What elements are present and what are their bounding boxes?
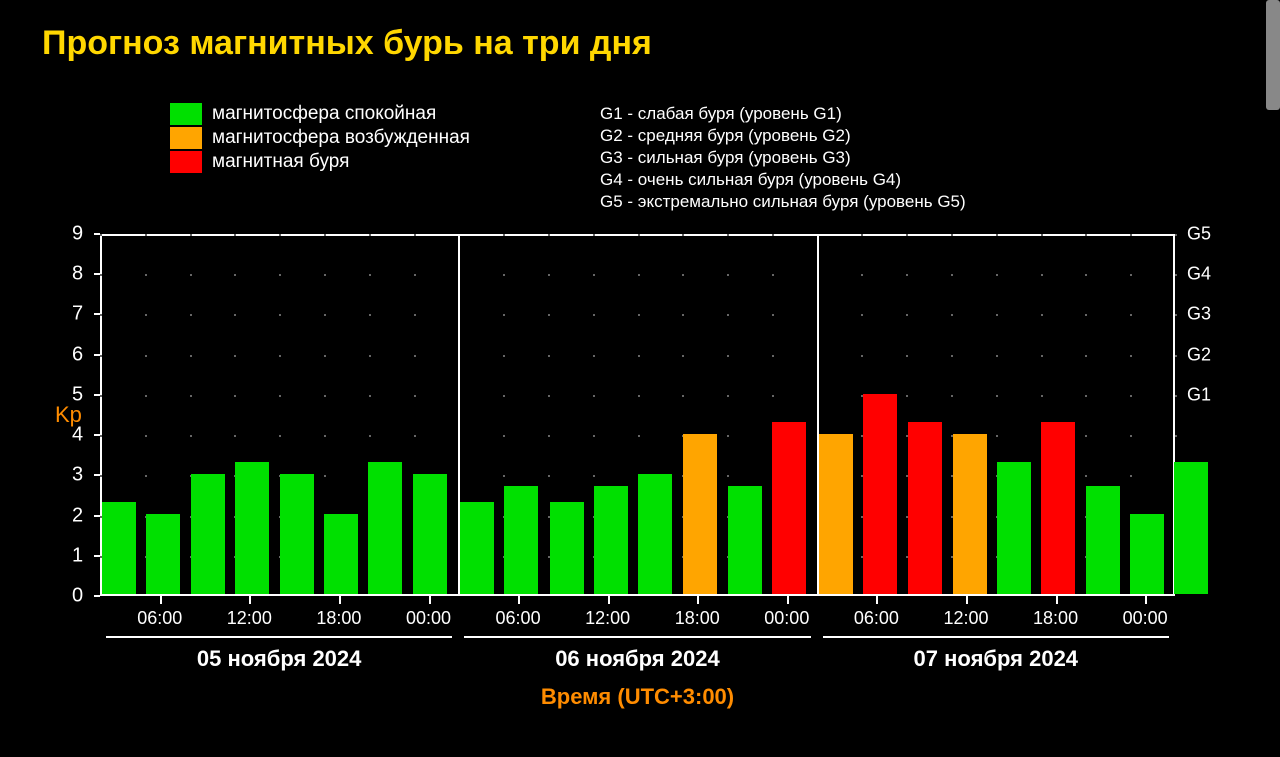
legend-swatch (170, 151, 202, 173)
bar (368, 462, 402, 594)
legend-label: магнитосфера возбужденная (212, 127, 470, 149)
legend-swatch (170, 103, 202, 125)
bar (1130, 514, 1164, 594)
x-tick-label: 00:00 (1123, 608, 1168, 629)
y-tick-label: 7 (72, 303, 83, 326)
bar (997, 462, 1031, 594)
x-tick-label: 12:00 (943, 608, 988, 629)
bar (102, 502, 136, 594)
x-tick-mark (339, 596, 341, 604)
x-tick-mark (1056, 596, 1058, 604)
x-tick-label: 06:00 (496, 608, 541, 629)
legend-label: магнитосфера спокойная (212, 103, 436, 125)
x-tick-label: 12:00 (227, 608, 272, 629)
date-label: 07 ноября 2024 (914, 646, 1078, 672)
page-title: Прогноз магнитных бурь на три дня (0, 0, 1280, 63)
bar (594, 486, 628, 594)
bar (504, 486, 538, 594)
y-tick-label: 6 (72, 343, 83, 366)
x-tick-mark (608, 596, 610, 604)
bar (280, 474, 314, 594)
panel-divider (817, 234, 819, 596)
y-tick-label: 1 (72, 544, 83, 567)
bar (728, 486, 762, 594)
bar (146, 514, 180, 594)
y-tick-label: 9 (72, 223, 83, 246)
scrollbar[interactable] (1266, 0, 1280, 110)
y-tick-label: 3 (72, 464, 83, 487)
bar (863, 394, 897, 594)
x-axis-title: Время (UTC+3:00) (541, 684, 734, 710)
bar (460, 502, 494, 594)
bar (908, 422, 942, 594)
x-tick-mark (429, 596, 431, 604)
bar (638, 474, 672, 594)
x-tick-mark (787, 596, 789, 604)
legend-area: магнитосфера спокойнаямагнитосфера возбу… (170, 103, 1280, 213)
bar (1174, 462, 1208, 594)
g-level-line: G5 - экстремально сильная буря (уровень … (600, 191, 966, 213)
y-tick-label: 2 (72, 504, 83, 527)
y-tick-label: 4 (72, 424, 83, 447)
x-tick-mark (966, 596, 968, 604)
right-tick-label: G3 (1187, 304, 1211, 325)
legend-swatch (170, 127, 202, 149)
x-tick-label: 18:00 (675, 608, 720, 629)
x-tick-mark (1145, 596, 1147, 604)
x-tick-mark (249, 596, 251, 604)
legend-item: магнитосфера спокойная (170, 103, 600, 125)
color-legend: магнитосфера спокойнаямагнитосфера возбу… (170, 103, 600, 213)
right-tick-label: G2 (1187, 344, 1211, 365)
bar (413, 474, 447, 594)
g-level-legend: G1 - слабая буря (уровень G1)G2 - средня… (600, 103, 966, 213)
bar (324, 514, 358, 594)
x-tick-label: 18:00 (1033, 608, 1078, 629)
bar (1086, 486, 1120, 594)
legend-item: магнитная буря (170, 151, 600, 173)
legend-label: магнитная буря (212, 151, 349, 173)
x-tick-label: 06:00 (854, 608, 899, 629)
y-tick-mark (94, 595, 100, 597)
x-tick-label: 18:00 (316, 608, 361, 629)
x-tick-label: 12:00 (585, 608, 630, 629)
bar (191, 474, 225, 594)
date-underline (106, 636, 452, 638)
legend-item: магнитосфера возбужденная (170, 127, 600, 149)
y-tick-label: 8 (72, 263, 83, 286)
bar (772, 422, 806, 594)
chart: Kp Время (UTC+3:00) 0123456789G1G2G3G4G5… (100, 234, 1175, 596)
bar (953, 434, 987, 594)
bar (235, 462, 269, 594)
x-tick-label: 00:00 (406, 608, 451, 629)
g-level-line: G2 - средняя буря (уровень G2) (600, 125, 966, 147)
bar (1041, 422, 1075, 594)
g-level-line: G1 - слабая буря (уровень G1) (600, 103, 966, 125)
x-tick-mark (697, 596, 699, 604)
right-tick-label: G1 (1187, 384, 1211, 405)
date-underline (464, 636, 810, 638)
x-tick-label: 06:00 (137, 608, 182, 629)
bar (683, 434, 717, 594)
right-tick-label: G5 (1187, 224, 1211, 245)
x-tick-mark (518, 596, 520, 604)
y-tick-label: 0 (72, 585, 83, 608)
date-underline (823, 636, 1169, 638)
date-label: 06 ноября 2024 (555, 646, 719, 672)
x-tick-mark (876, 596, 878, 604)
bar (550, 502, 584, 594)
bar (819, 434, 853, 594)
y-tick-label: 5 (72, 383, 83, 406)
x-tick-mark (160, 596, 162, 604)
date-label: 05 ноября 2024 (197, 646, 361, 672)
g-level-line: G3 - сильная буря (уровень G3) (600, 147, 966, 169)
g-level-line: G4 - очень сильная буря (уровень G4) (600, 169, 966, 191)
right-tick-label: G4 (1187, 264, 1211, 285)
x-tick-label: 00:00 (764, 608, 809, 629)
